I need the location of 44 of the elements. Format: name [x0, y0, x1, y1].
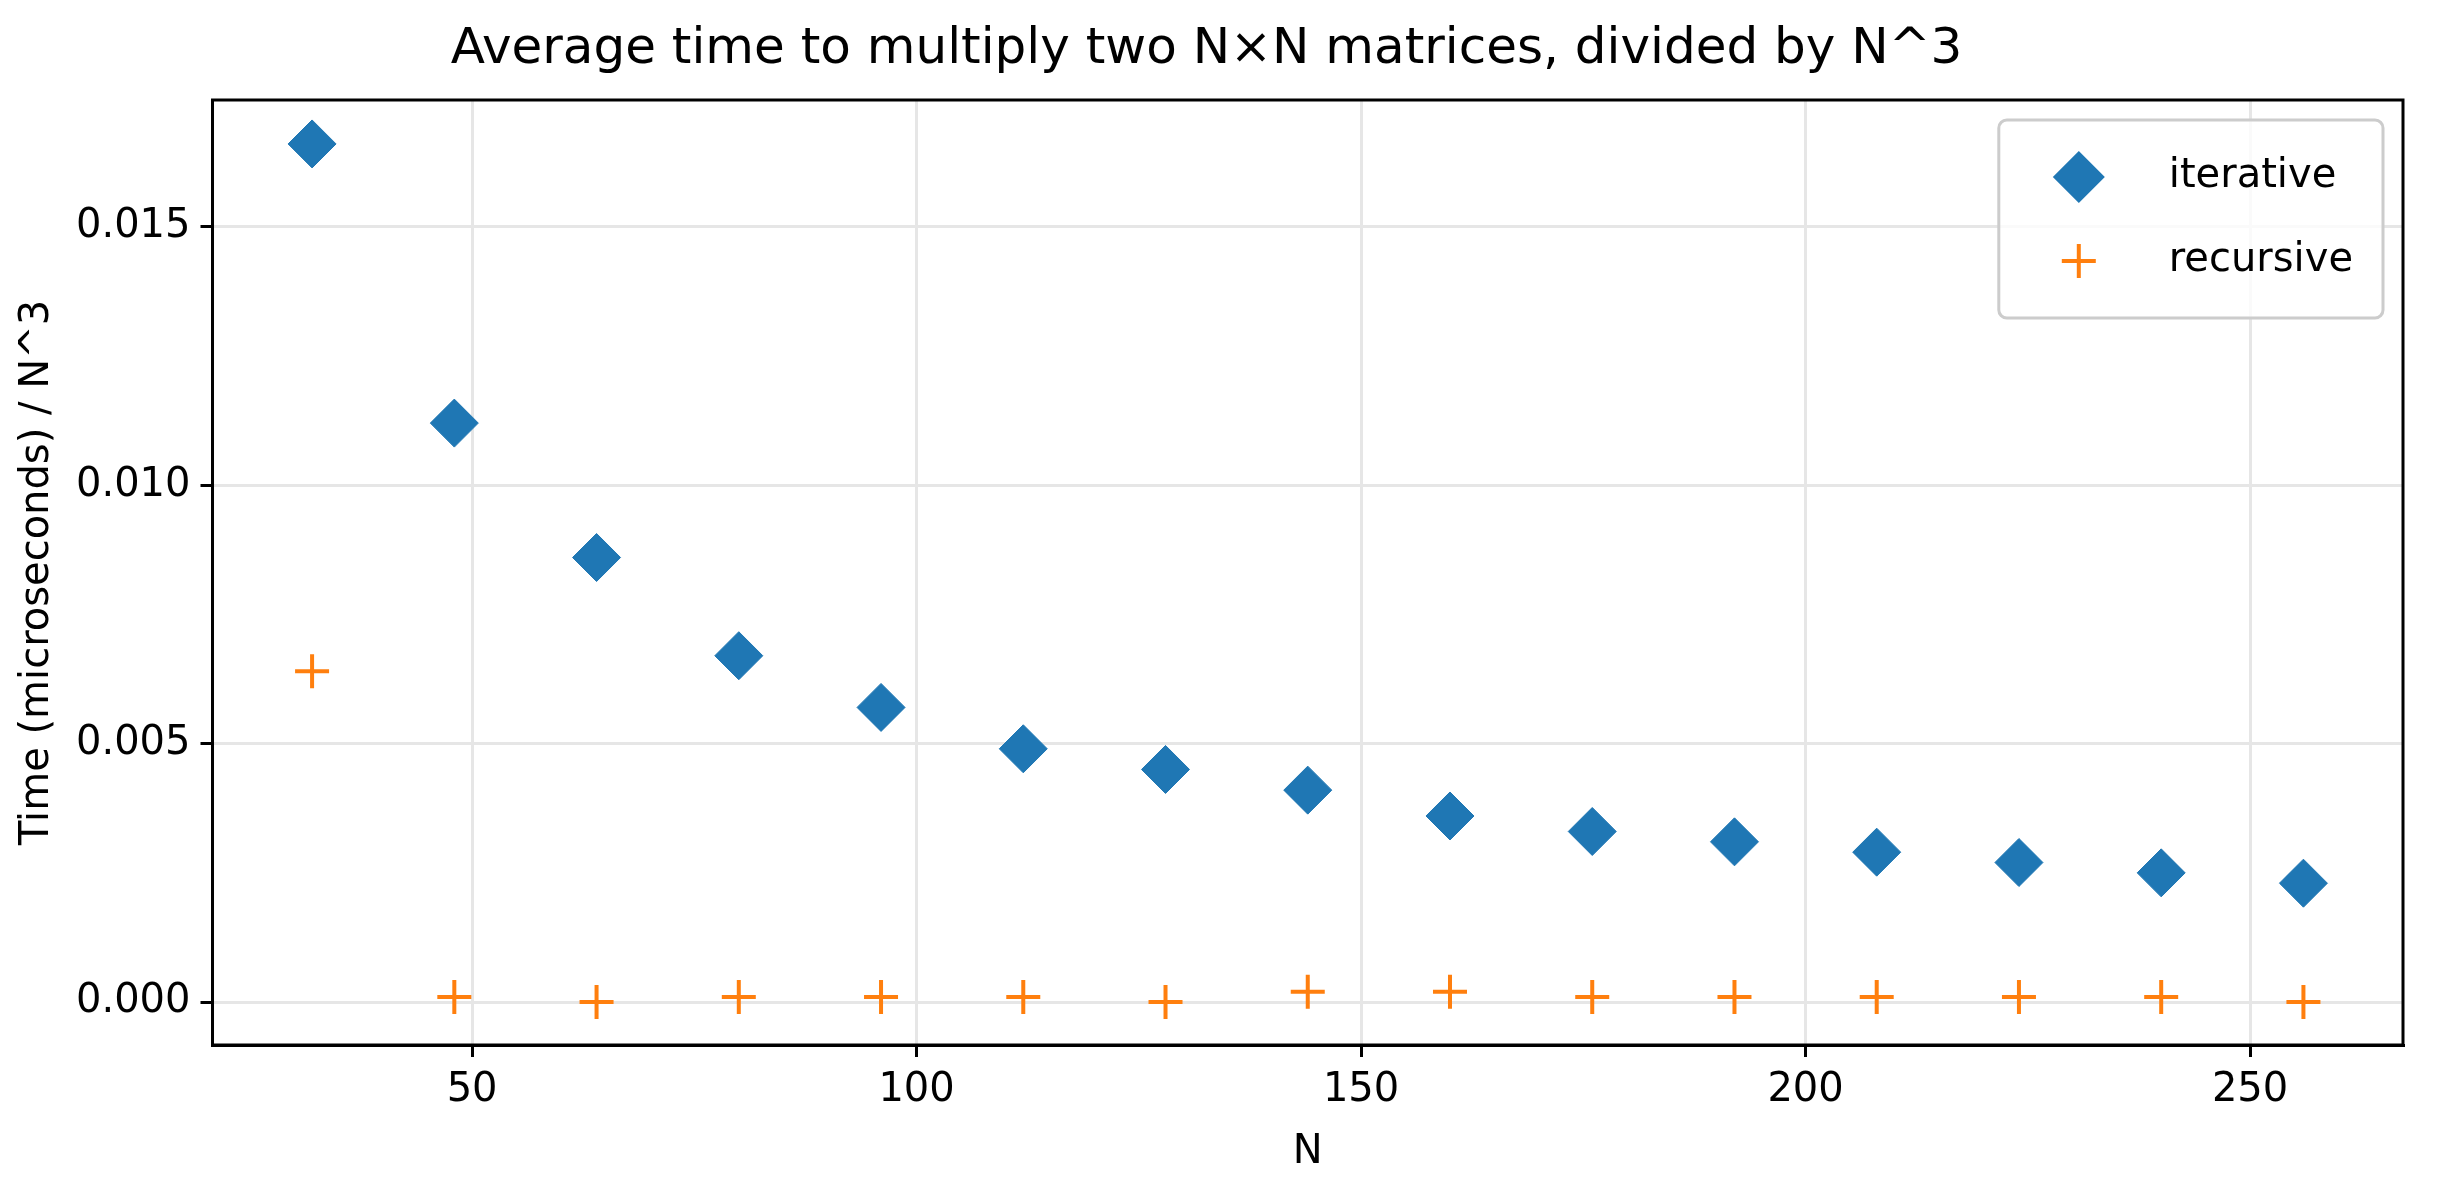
- point: [856, 682, 906, 732]
- point: [2001, 979, 2036, 1014]
- x-axis-title: N: [1292, 1126, 1323, 1173]
- y-tick-label: 0.015: [76, 200, 191, 247]
- point: [2136, 848, 2186, 898]
- point: [1283, 765, 1333, 815]
- point: [998, 724, 1048, 774]
- point: [1575, 979, 1610, 1014]
- x-tick-label: 150: [1322, 1064, 1400, 1111]
- point: [1006, 979, 1041, 1014]
- point: [1425, 791, 1475, 841]
- point: [1433, 974, 1467, 1009]
- y-axis-title: Time (microseconds) / N^3: [11, 299, 58, 847]
- point: [2144, 979, 2179, 1014]
- point: [295, 654, 330, 689]
- y-tick-label: 0.000: [76, 975, 191, 1022]
- point: [1141, 744, 1191, 794]
- legend-label: recursive: [2168, 234, 2353, 281]
- point: [579, 985, 614, 1020]
- point: [2278, 858, 2328, 908]
- point: [721, 979, 756, 1014]
- x-tick-label: 200: [1767, 1064, 1844, 1111]
- x-tick-label: 100: [878, 1064, 955, 1111]
- point: [572, 533, 622, 583]
- point: [429, 398, 479, 448]
- y-tick-label: 0.005: [76, 717, 191, 763]
- point: [1148, 985, 1183, 1020]
- x-tick-label: 50: [446, 1064, 498, 1111]
- chart-title: Average time to multiply two N×N matrices, divided by N^3: [450, 16, 1963, 75]
- point: [1717, 979, 1752, 1014]
- x-tick-label: 250: [2211, 1064, 2289, 1111]
- point: [1290, 974, 1325, 1009]
- y-tick-label: 0.010: [76, 458, 191, 505]
- point: [714, 631, 764, 681]
- point: [2286, 985, 2321, 1020]
- point: [437, 979, 472, 1014]
- point: [1859, 979, 1894, 1014]
- point: [864, 979, 899, 1014]
- legend-label: iterative: [2168, 150, 2337, 197]
- point: [1852, 827, 1902, 877]
- point: [1709, 817, 1759, 867]
- point: [1994, 838, 2044, 888]
- point: [287, 119, 337, 169]
- point: [1567, 807, 1617, 856]
